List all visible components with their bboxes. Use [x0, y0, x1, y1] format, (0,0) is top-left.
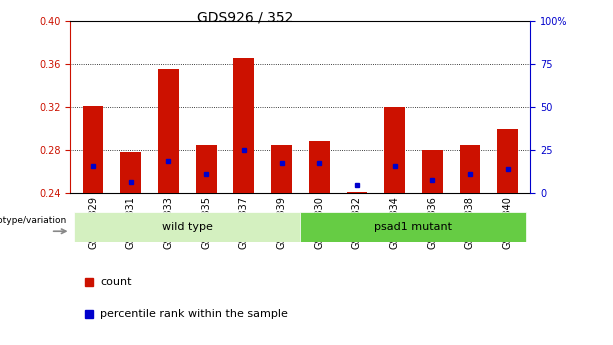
- Text: percentile rank within the sample: percentile rank within the sample: [101, 309, 288, 319]
- Text: GDS926 / 352: GDS926 / 352: [197, 10, 294, 24]
- Bar: [196, 145, 216, 193]
- Bar: [346, 192, 367, 193]
- Bar: [83, 106, 104, 193]
- Bar: [497, 129, 518, 193]
- Bar: [120, 152, 141, 193]
- Bar: [384, 107, 405, 193]
- Bar: [158, 69, 179, 193]
- Bar: [309, 141, 330, 193]
- Text: count: count: [101, 277, 132, 286]
- Bar: [460, 145, 481, 193]
- Text: psad1 mutant: psad1 mutant: [375, 222, 452, 232]
- Bar: [74, 212, 300, 241]
- Bar: [271, 145, 292, 193]
- Bar: [300, 212, 527, 241]
- Text: genotype/variation: genotype/variation: [0, 216, 67, 225]
- Bar: [422, 150, 443, 193]
- Text: wild type: wild type: [162, 222, 213, 232]
- Bar: [234, 58, 254, 193]
